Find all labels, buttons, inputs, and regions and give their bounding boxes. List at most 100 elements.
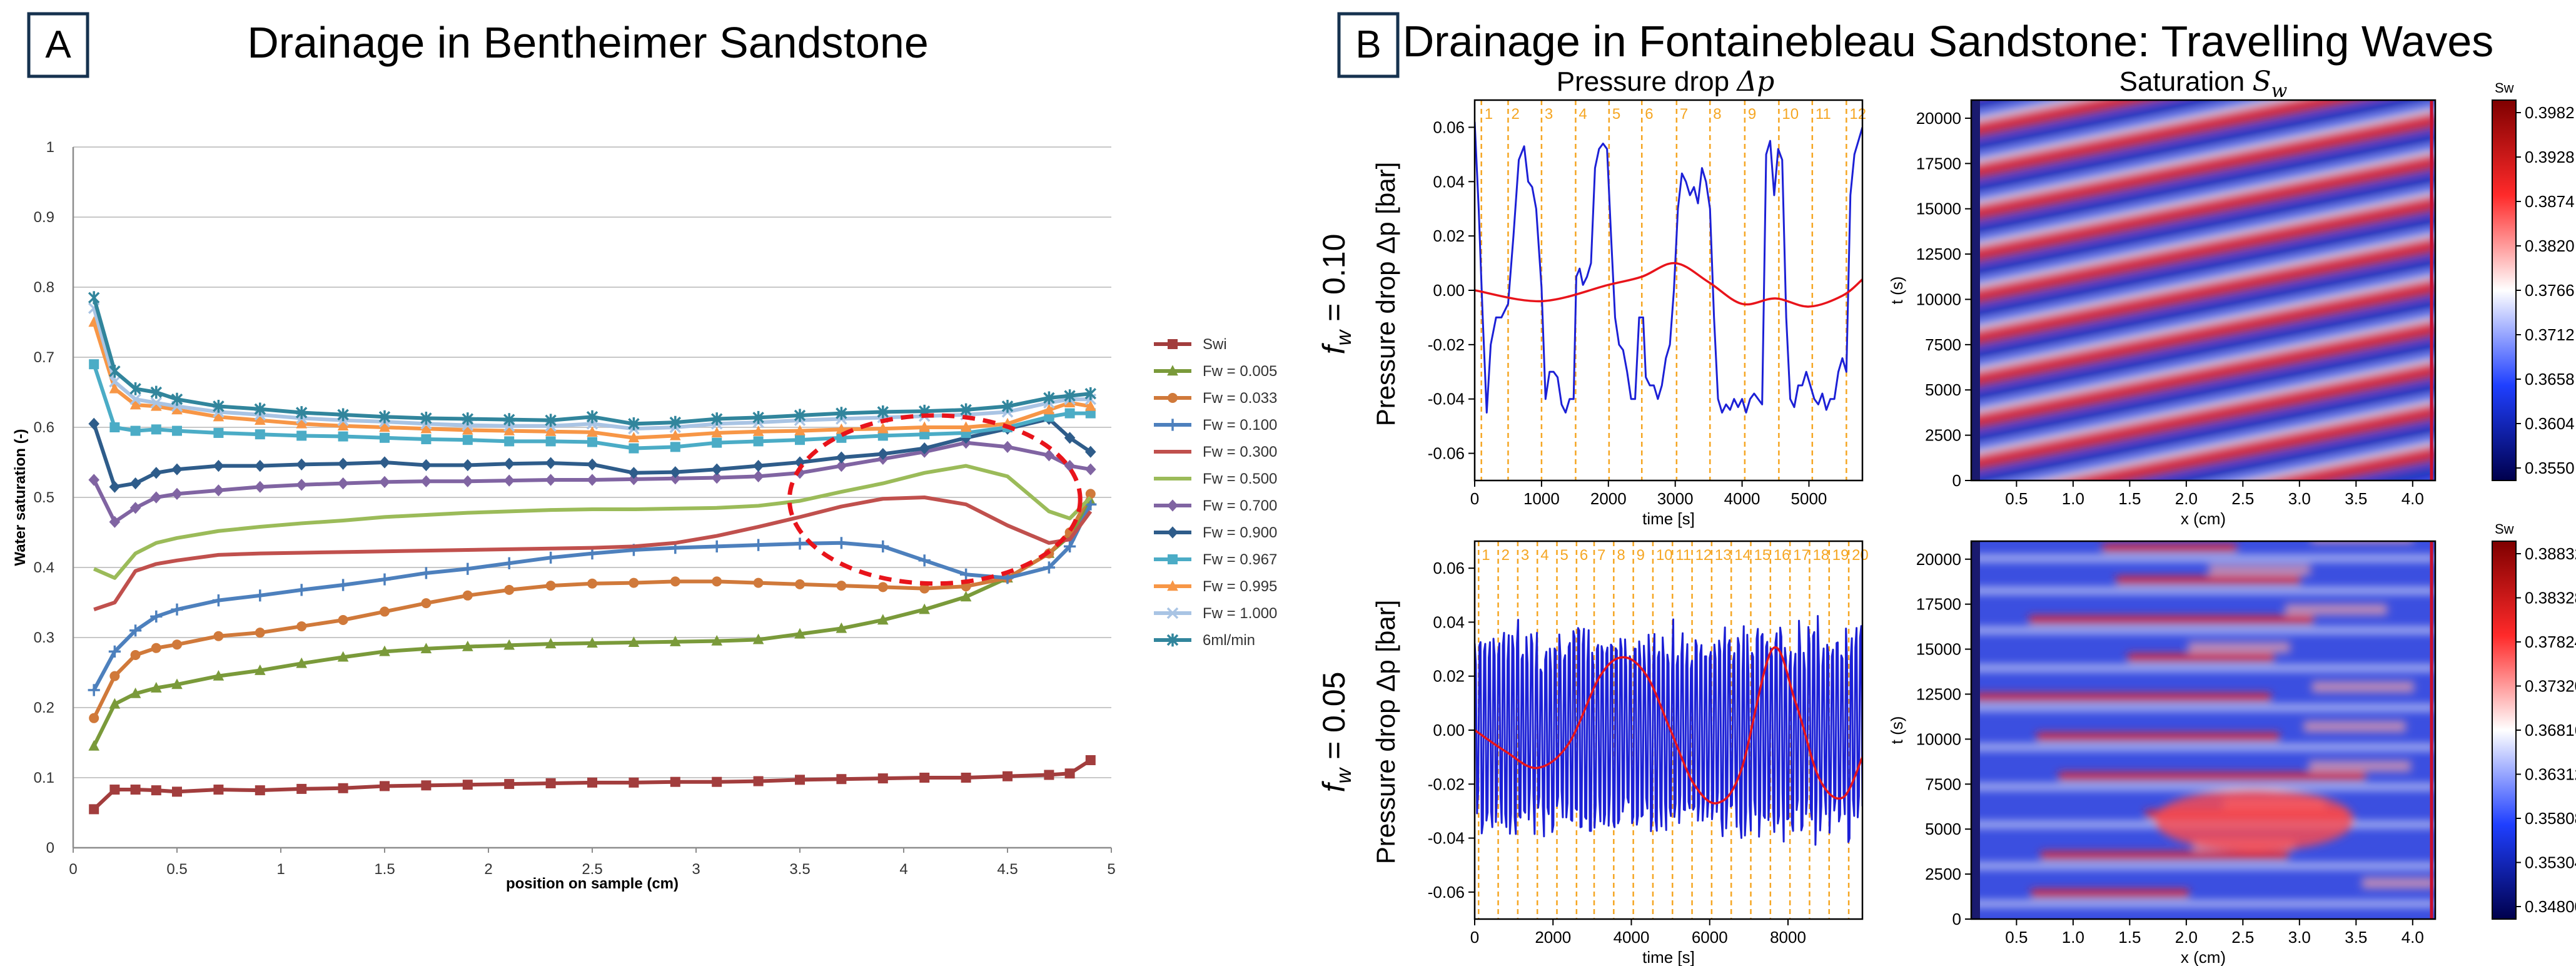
heatmap-red-streak: [2058, 772, 2366, 781]
data-point: [710, 540, 723, 552]
heatmap-xlabel: x (cm): [2181, 509, 2226, 528]
data-point: [255, 480, 266, 493]
panel-a-y-tick: 0.8: [34, 279, 54, 296]
event-label: 16: [1774, 547, 1791, 564]
y-tick-label: 5000: [1925, 820, 1961, 838]
data-point: [877, 422, 889, 434]
panel-a-y-tick: 0.6: [34, 419, 54, 436]
event-label: 11: [1675, 547, 1691, 564]
heatmap-dark-band: [1971, 100, 2221, 151]
event-label: 12: [1849, 106, 1866, 123]
data-point: [130, 650, 141, 660]
series-line-fw-0-500: [93, 464, 1092, 580]
data-point: [151, 424, 161, 435]
legend-marker: [1168, 554, 1178, 564]
event-label: 20: [1852, 547, 1869, 564]
data-point: [109, 698, 121, 709]
y-tick-label: -0.06: [1428, 444, 1465, 463]
data-point: [752, 539, 765, 551]
data-point: [420, 412, 432, 425]
data-point: [1044, 770, 1054, 780]
pressure-plot-fw-010: 1 2 3 4 5 6 7 8 9 10 11 12-0.06-0.04-0.020.000.020.…: [1428, 99, 1866, 528]
data-point: [213, 400, 225, 413]
heatmap-red-band: [1971, 236, 2435, 347]
data-point: [296, 430, 307, 441]
colorbar-tick-label: 0.3712: [2525, 325, 2575, 344]
data-point: [150, 610, 163, 623]
legend-item-fw-0-967: Fw = 0.967: [1154, 551, 1277, 568]
legend-item-swi: Swi: [1154, 336, 1227, 353]
x-tick-label: 3.0: [2288, 928, 2311, 947]
data-point: [670, 466, 681, 479]
data-point: [109, 382, 121, 394]
series-fw-0-900: [88, 412, 1096, 493]
event-markers: 1 2 3 4 5 6 7 8 9 10 11 12: [1480, 100, 1866, 480]
pressure-xlabel: time [s]: [1642, 509, 1695, 528]
colorbar-tick-label: 0.36312: [2525, 765, 2576, 784]
heatmap-left-edge: [1971, 541, 1980, 919]
heatmap-red-streak: [2128, 653, 2274, 662]
legend-label: Fw = 1.000: [1203, 605, 1277, 622]
heatmap-red-band: [2256, 444, 2435, 480]
data-point: [337, 477, 349, 490]
colorbar-tick-label: 0.3766: [2525, 281, 2575, 300]
event-label: 1: [1482, 547, 1490, 564]
panel-a-x-tick: 3: [692, 861, 700, 878]
series-fw-0-300: [93, 496, 1093, 612]
data-point: [255, 414, 266, 425]
data-point: [88, 474, 99, 486]
data-point: [794, 537, 806, 550]
data-point: [545, 457, 557, 469]
panel-a-x-tick: 4.5: [997, 861, 1018, 878]
data-point: [462, 475, 473, 487]
heatmap-red-streak: [2031, 889, 2189, 898]
heatmap-white-band: [1971, 100, 2284, 164]
legend-item-fw-0-033: Fw = 0.033: [1154, 390, 1277, 407]
data-point: [129, 502, 141, 514]
data-point: [213, 410, 225, 422]
x-tick-label: 2.0: [2175, 489, 2198, 508]
x-tick-label: 0: [1470, 928, 1479, 947]
data-point: [587, 458, 598, 470]
data-point: [877, 405, 889, 419]
data-point: [171, 404, 183, 415]
panel-a: A Drainage in Bentheimer Sandstone 00.10…: [12, 12, 1277, 892]
data-point: [213, 670, 225, 681]
data-point: [129, 382, 141, 395]
data-point: [295, 406, 308, 419]
y-tick-label: 0.00: [1433, 281, 1465, 300]
heatmap-dark-band: [1971, 174, 2435, 276]
data-point: [109, 375, 121, 388]
data-point: [108, 645, 121, 658]
colorbar-tick-label: 0.3604: [2525, 414, 2575, 433]
data-point: [172, 425, 182, 436]
x-tick-label: 4.0: [2402, 489, 2424, 508]
heatmap-white-streak: [1971, 745, 2435, 750]
legend-marker: [1167, 499, 1178, 512]
series-line-fw-0-995: [92, 322, 1091, 440]
x-tick-label: 0.5: [2005, 928, 2028, 947]
colorbar-tick-label: 0.3820: [2525, 236, 2575, 255]
panel-a-series: [88, 291, 1097, 815]
legend-label: Fw = 0.033: [1203, 390, 1277, 407]
data-point: [337, 420, 349, 430]
data-point: [379, 456, 390, 469]
y-tick-label: 20000: [1916, 550, 1961, 569]
heatmap-white-band: [2230, 439, 2435, 480]
heatmap-red-band: [1971, 319, 2435, 430]
data-point: [338, 431, 348, 442]
pressure-smoothed-line: [1475, 646, 1862, 805]
event-label: 11: [1816, 106, 1831, 123]
colorbar-tick-label: 0.3982: [2525, 103, 2575, 122]
colorbar-tick-label: 0.3550: [2525, 459, 2575, 477]
saturation-column-title: Saturation Sw: [2119, 66, 2288, 102]
data-point: [835, 537, 847, 549]
heatmap-dark-band: [2363, 465, 2435, 480]
data-point: [877, 540, 889, 552]
data-point: [545, 638, 557, 649]
panel-a-y-tick: 0.5: [34, 489, 54, 506]
legend-label: Fw = 0.700: [1203, 497, 1277, 514]
x-tick-label: 1.0: [2062, 489, 2084, 508]
data-point: [712, 437, 722, 448]
